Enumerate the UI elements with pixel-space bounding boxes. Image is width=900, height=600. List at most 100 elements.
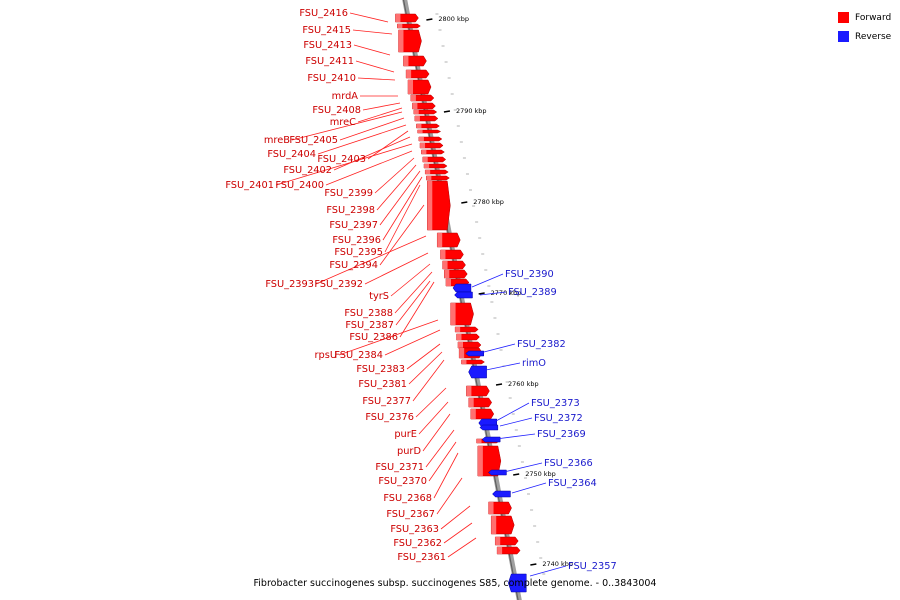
- forward-gene-label: FSU_2368: [383, 493, 432, 504]
- forward-leader-line: [291, 111, 403, 141]
- scale-tick: [426, 18, 433, 21]
- reverse-gene-block: [481, 436, 501, 443]
- forward-leader-line: [408, 351, 443, 385]
- forward-gene-label: FSU_2367: [386, 509, 435, 520]
- reverse-gene-label: FSU_2366: [544, 458, 593, 469]
- gene-layer: [395, 13, 527, 593]
- forward-leader-line: [376, 164, 417, 211]
- reverse-leader-line: [495, 402, 530, 422]
- legend-item-forward: Forward: [838, 8, 891, 27]
- forward-leader-line: [355, 60, 395, 73]
- forward-gene-label: FSU_2413: [303, 40, 352, 51]
- forward-gene-label: FSU_2405: [289, 135, 338, 146]
- forward-gene-highlight: [455, 327, 461, 332]
- scale-tick: [530, 563, 537, 566]
- forward-gene-label: FSU_2410: [307, 73, 356, 84]
- scale-tick-label: 2750 kbp: [525, 470, 556, 478]
- forward-gene-label: FSU_2393: [265, 279, 314, 290]
- scale-tick: [495, 383, 503, 386]
- scale-tick: [461, 201, 468, 204]
- forward-leader-line: [433, 452, 459, 499]
- forward-gene-highlight: [461, 360, 467, 364]
- forward-gene-highlight: [476, 439, 482, 443]
- scale-tick-label: 2790 kbp: [456, 107, 487, 115]
- legend-label-reverse: Reverse: [855, 31, 892, 42]
- forward-leader-line: [406, 343, 441, 370]
- forward-gene-label: FSU_2386: [349, 332, 398, 343]
- forward-leader-line: [382, 176, 423, 241]
- forward-gene-label: FSU_2403: [317, 154, 366, 165]
- forward-leader-line: [425, 429, 455, 468]
- reverse-swatch: [838, 31, 849, 42]
- forward-gene-highlight: [426, 176, 432, 180]
- forward-leader-line: [436, 477, 463, 515]
- scale-tick: [443, 110, 451, 113]
- forward-gene-label: FSU_2383: [356, 364, 405, 375]
- forward-gene-label: FSU_2397: [329, 220, 378, 231]
- forward-gene-label: FSU_2362: [393, 538, 442, 549]
- forward-leader-line: [275, 143, 413, 186]
- reverse-gene-block: [465, 350, 484, 357]
- forward-gene-label: FSU_2402: [283, 165, 332, 176]
- forward-gene-label: FSU_2376: [365, 412, 414, 423]
- forward-gene-label: FSU_2416: [299, 8, 348, 19]
- forward-gene-highlight: [470, 409, 476, 419]
- forward-gene-label: FSU_2363: [390, 524, 439, 535]
- forward-leader-line: [362, 102, 401, 111]
- forward-gene-label: FSU_2398: [326, 205, 375, 216]
- forward-gene-label: FSU_2411: [305, 56, 354, 67]
- scale-tick-label: 2770 kbp: [491, 289, 522, 297]
- forward-leader-line: [443, 522, 473, 544]
- reverse-leader-line: [503, 462, 543, 473]
- forward-leader-line: [384, 329, 441, 356]
- forward-leader-line: [384, 184, 421, 253]
- reverse-gene-label: FSU_2373: [531, 398, 580, 409]
- forward-leader-line: [415, 387, 447, 418]
- scale-tick-label: 2760 kbp: [508, 380, 539, 388]
- forward-gene-highlight: [408, 80, 414, 94]
- forward-gene-highlight: [420, 143, 426, 148]
- forward-gene-highlight: [397, 24, 403, 28]
- forward-gene-label: FSU_2387: [345, 320, 394, 331]
- forward-gene-highlight: [398, 30, 404, 52]
- forward-gene-highlight: [442, 261, 448, 269]
- forward-gene-highlight: [424, 164, 430, 168]
- forward-gene-label: FSU_2400: [275, 180, 324, 191]
- forward-leader-line: [390, 263, 431, 297]
- forward-gene-label: FSU_2399: [324, 188, 373, 199]
- forward-gene-highlight: [425, 170, 431, 174]
- forward-gene-highlight: [497, 547, 503, 554]
- forward-gene-label: FSU_2408: [312, 105, 361, 116]
- forward-gene-highlight: [466, 386, 472, 396]
- forward-gene-highlight: [427, 181, 433, 230]
- forward-gene-highlight: [418, 137, 424, 141]
- forward-gene-label: FSU_2384: [334, 350, 383, 361]
- forward-gene-highlight: [403, 56, 409, 66]
- reverse-gene-block: [492, 490, 511, 498]
- forward-leader-line: [357, 77, 396, 81]
- forward-gene-label: FSU_2392: [314, 279, 363, 290]
- reverse-gene-label: FSU_2382: [517, 339, 566, 350]
- forward-gene-label: mreB: [264, 135, 290, 146]
- reverse-gene-label: FSU_2372: [534, 413, 583, 424]
- reverse-gene-label: FSU_2369: [537, 429, 586, 440]
- reverse-gene-block: [508, 573, 527, 593]
- forward-leader-line: [352, 29, 393, 35]
- forward-gene-highlight: [422, 157, 428, 162]
- reverse-leader-line: [499, 417, 533, 427]
- forward-gene-highlight: [417, 130, 423, 133]
- forward-gene-highlight: [414, 116, 420, 121]
- reverse-leader-line: [511, 482, 547, 494]
- forward-gene-highlight: [450, 303, 456, 325]
- forward-leader-line: [333, 136, 411, 171]
- genome-caption: Fibrobacter succinogenes subsp. succinog…: [253, 578, 657, 589]
- reverse-gene-label: FSU_2364: [548, 478, 597, 489]
- reverse-leader-line: [495, 433, 536, 440]
- forward-gene-highlight: [477, 446, 483, 476]
- forward-gene-highlight: [444, 270, 450, 278]
- forward-gene-highlight: [410, 95, 416, 101]
- forward-leader-line: [353, 44, 391, 56]
- reverse-gene-label: rimO: [522, 358, 546, 369]
- scale-tick-label: 2740 kbp: [542, 560, 573, 568]
